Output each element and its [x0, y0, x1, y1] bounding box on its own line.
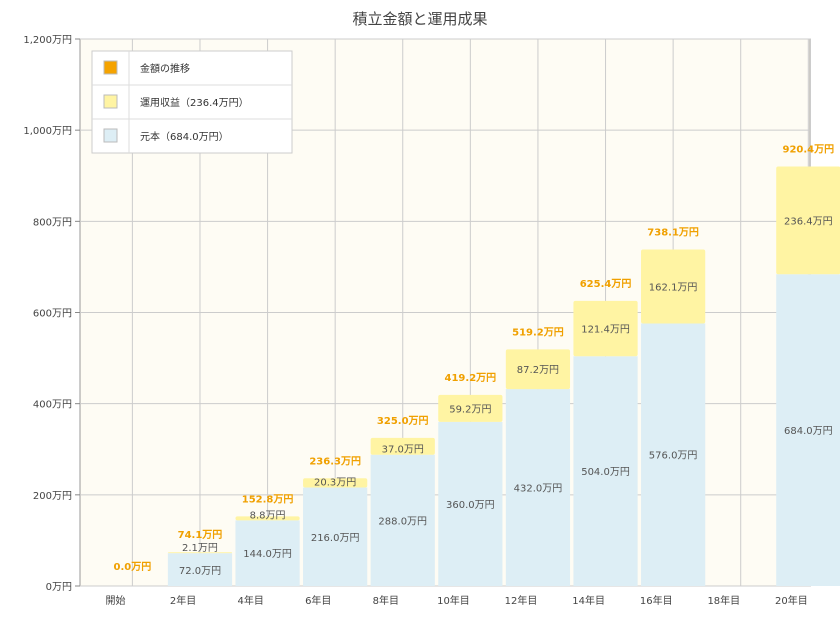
- principal-value-label: 504.0万円: [581, 467, 630, 478]
- principal-bar: [438, 421, 503, 586]
- legend-label: 運用収益（236.4万円）: [140, 96, 249, 109]
- principal-value-label: 360.0万円: [446, 500, 495, 511]
- legend-label: 元本（684.0万円）: [140, 130, 229, 143]
- return-bar: [776, 166, 840, 275]
- principal-bar: [303, 487, 368, 586]
- return-bar: [303, 478, 368, 488]
- x-tick-label: 12年目: [505, 594, 538, 607]
- y-tick-label: 600万円: [33, 309, 72, 320]
- return-value-label: 87.2万円: [517, 365, 559, 376]
- return-value-label: 59.2万円: [449, 404, 491, 415]
- total-value-label: 74.1万円: [178, 529, 223, 541]
- chart-title: 積立金額と運用成果: [352, 10, 488, 28]
- principal-value-label: 288.0万円: [378, 516, 427, 527]
- principal-bar: [167, 553, 233, 586]
- legend-swatch: [103, 94, 118, 109]
- return-bar: [505, 349, 571, 390]
- y-tick-label: 1,000万円: [23, 126, 72, 137]
- total-value-label: 625.4万円: [580, 278, 632, 290]
- principal-bar: [776, 274, 840, 586]
- return-value-label: 162.1万円: [649, 282, 698, 293]
- principal-value-label: 144.0万円: [243, 549, 292, 560]
- principal-bar: [235, 520, 300, 586]
- x-tick-label: 8年目: [373, 594, 399, 607]
- return-value-label: 8.8万円: [250, 510, 286, 521]
- total-value-label: 920.4万円: [782, 143, 834, 155]
- principal-value-label: 72.0万円: [179, 566, 221, 577]
- principal-bar: [370, 454, 435, 586]
- total-value-label: 325.0万円: [377, 415, 429, 427]
- return-value-label: 2.1万円: [182, 543, 218, 554]
- total-value-label: 0.0万円: [114, 561, 152, 573]
- legend-swatch: [103, 128, 118, 143]
- return-bar: [235, 516, 300, 521]
- total-value-label: 419.2万円: [445, 372, 497, 384]
- return-value-label: 121.4万円: [581, 325, 630, 336]
- x-tick-label: 10年目: [437, 594, 470, 607]
- legend-box: [91, 50, 293, 154]
- x-tick-label: 2年目: [170, 594, 196, 607]
- principal-value-label: 576.0万円: [649, 451, 698, 462]
- x-tick-label: 開始: [105, 594, 125, 607]
- legend-label: 金額の推移: [140, 62, 190, 75]
- y-tick-label: 200万円: [33, 491, 72, 502]
- y-tick-label: 800万円: [33, 217, 72, 228]
- y-tick-label: 400万円: [33, 400, 72, 411]
- return-bar: [370, 437, 435, 455]
- x-tick-label: 14年目: [572, 594, 605, 607]
- y-tick-label: 1,200万円: [23, 35, 72, 46]
- return-value-label: 20.3万円: [314, 478, 356, 489]
- return-bar: [438, 394, 503, 422]
- principal-value-label: 432.0万円: [514, 484, 563, 495]
- return-bar: [641, 249, 706, 324]
- total-value-label: 738.1万円: [647, 227, 699, 239]
- x-tick-label: 16年目: [640, 594, 673, 607]
- return-value-label: 236.4万円: [784, 216, 833, 227]
- x-tick-label: 18年目: [707, 594, 740, 607]
- return-value-label: 37.0万円: [382, 445, 424, 456]
- principal-bar: [641, 323, 706, 586]
- principal-value-label: 216.0万円: [311, 533, 360, 544]
- principal-bar: [573, 356, 638, 586]
- x-tick-label: 4年目: [237, 594, 263, 607]
- y-tick-label: 0万円: [46, 582, 72, 593]
- principal-value-label: 684.0万円: [784, 426, 833, 437]
- total-value-label: 152.8万円: [242, 493, 294, 505]
- total-value-label: 519.2万円: [512, 326, 564, 338]
- principal-bar: [505, 389, 571, 586]
- x-tick-label: 6年目: [305, 594, 331, 607]
- return-bar: [167, 552, 233, 554]
- legend-swatch: [103, 60, 118, 75]
- x-tick-label: 20年目: [775, 594, 808, 607]
- return-bar: [573, 300, 638, 357]
- total-value-label: 236.3万円: [309, 455, 361, 467]
